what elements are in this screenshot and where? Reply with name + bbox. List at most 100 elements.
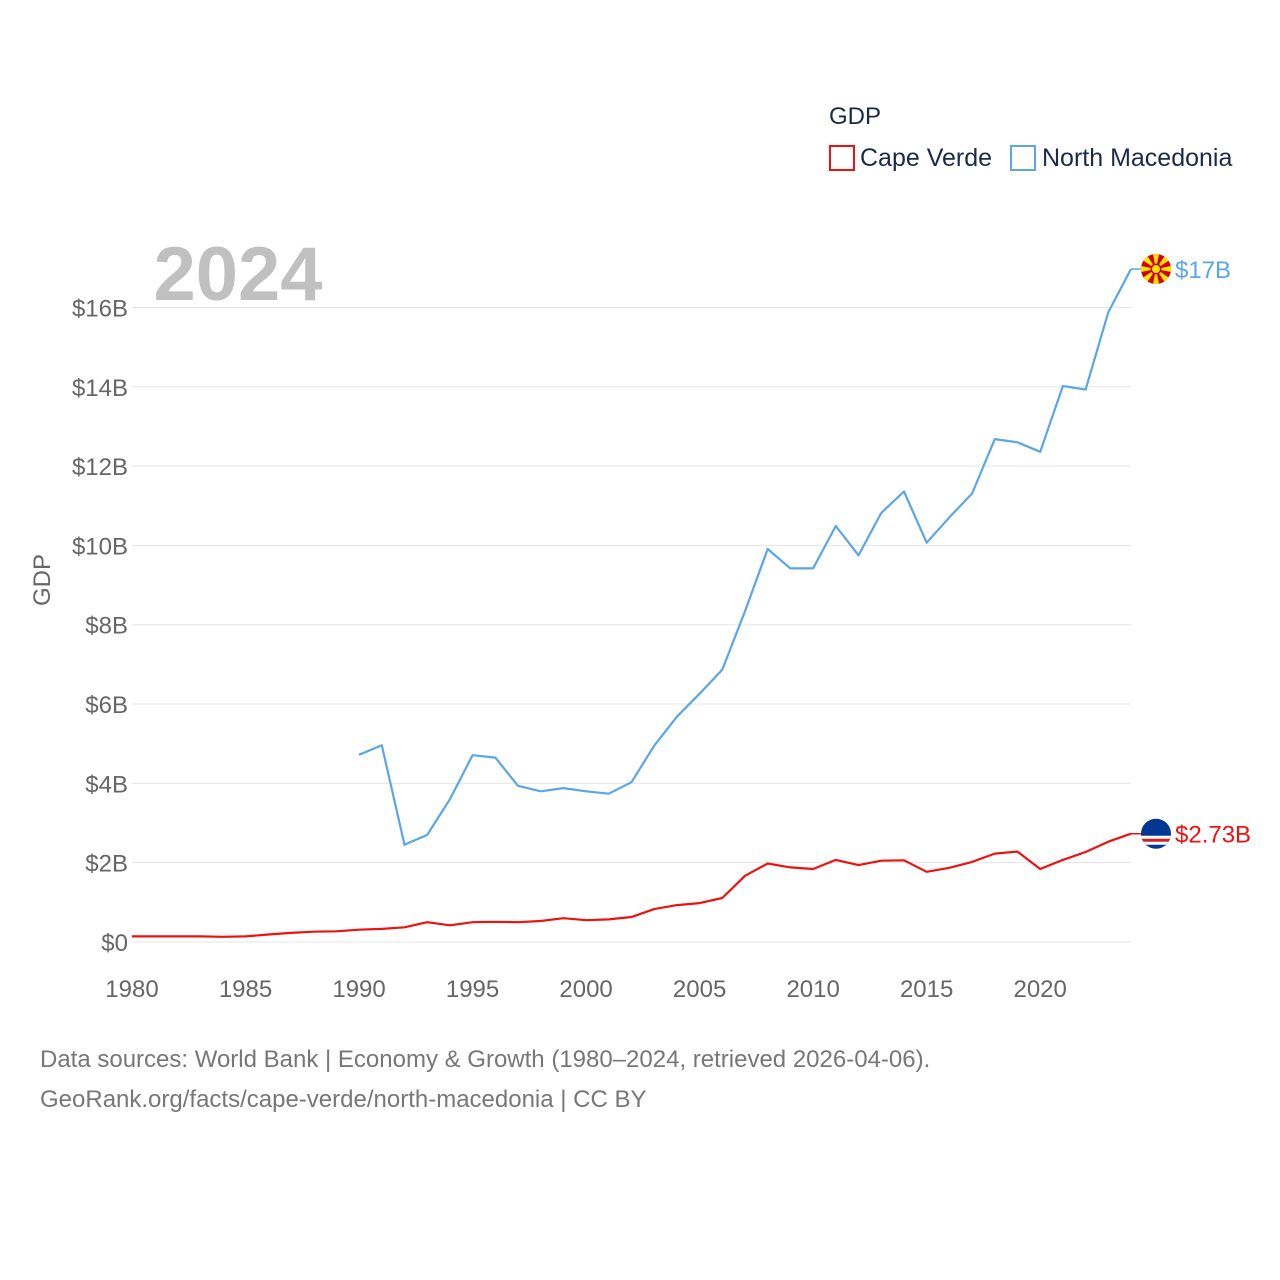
data-point-north-macedonia [833,523,838,528]
data-point-north-macedonia [947,515,952,520]
x-tick-label: 2015 [900,976,953,1003]
data-point-cape-verde [652,907,657,912]
data-point-cape-verde [515,920,520,925]
x-tick-label: 1995 [446,976,499,1003]
data-point-north-macedonia [970,491,975,496]
series-end-markers: $2.73B $17B [1131,254,1251,849]
data-point-north-macedonia [1060,384,1065,389]
data-point-north-macedonia [629,780,634,785]
data-point-cape-verde [175,934,180,939]
gridlines [132,306,1131,943]
data-point-cape-verde [130,934,135,939]
data-point-cape-verde [152,934,157,939]
legend-item-north-macedonia[interactable]: North Macedonia [1010,144,1232,172]
data-point-cape-verde [220,934,225,939]
data-point-cape-verde [901,858,906,863]
data-point-cape-verde [561,916,566,921]
data-point-cape-verde [584,918,589,923]
data-point-cape-verde [992,851,997,856]
data-point-cape-verde [879,858,884,863]
legend-title: GDP [829,103,881,130]
series-lines [130,268,1132,939]
data-sources-footer: Data sources: World Bank | Economy & Gro… [40,1040,930,1120]
y-tick-label: $10B [72,533,128,560]
data-point-north-macedonia [811,566,816,571]
data-point-north-macedonia [1038,449,1043,454]
data-point-cape-verde [743,873,748,878]
data-point-north-macedonia [720,667,725,672]
data-point-cape-verde [357,927,362,932]
y-tick-label: $8B [85,613,128,640]
data-point-north-macedonia [1015,440,1020,445]
data-point-cape-verde [833,857,838,862]
data-point-cape-verde [311,929,316,934]
footer-sources: Data sources: World Bank | Economy & Gro… [40,1046,931,1073]
data-point-cape-verde [1015,849,1020,854]
data-point-cape-verde [947,865,952,870]
data-point-north-macedonia [901,489,906,494]
legend-item-cape-verde[interactable]: Cape Verde [829,144,992,172]
y-axis-ticks: $0 $2B $4B $6B $8B $10B $12B $14B $16B [72,295,128,957]
data-point-north-macedonia [402,842,407,847]
end-value-label-cape-verde: $2.73B [1175,822,1251,849]
data-point-north-macedonia [652,743,657,748]
legend-swatch-north-macedonia [1010,145,1036,171]
data-point-cape-verde [924,869,929,874]
data-point-north-macedonia [743,609,748,614]
data-point-north-macedonia [765,546,770,551]
x-tick-label: 2005 [673,976,726,1003]
data-point-cape-verde [538,918,543,923]
data-point-north-macedonia [856,553,861,558]
legend-swatch-cape-verde [829,145,855,171]
data-point-north-macedonia [606,791,611,796]
data-point-cape-verde [334,929,339,934]
data-point-cape-verde [288,930,293,935]
data-point-north-macedonia [674,714,679,719]
data-point-cape-verde [856,863,861,868]
data-point-north-macedonia [924,540,929,545]
data-point-cape-verde [198,934,203,939]
x-tick-label: 2010 [786,976,839,1003]
y-tick-label: $14B [72,375,128,402]
data-point-cape-verde [765,861,770,866]
data-point-north-macedonia [584,789,589,794]
legend: GDP Cape Verde North Macedonia [829,103,1232,172]
legend-label-north-macedonia: North Macedonia [1042,144,1232,172]
y-tick-label: $4B [85,771,128,798]
data-point-cape-verde [606,917,611,922]
x-tick-label: 1985 [219,976,272,1003]
data-point-north-macedonia [561,786,566,791]
year-label: 2024 [153,232,322,317]
data-point-north-macedonia [379,743,384,748]
x-tick-label: 1980 [105,976,158,1003]
x-tick-label: 2000 [559,976,612,1003]
data-point-cape-verde [674,903,679,908]
data-point-cape-verde [493,919,498,924]
x-axis-ticks: 1980 1985 1990 1995 2000 2005 2010 2015 2020 [105,976,1067,1003]
y-tick-label: $2B [85,851,128,878]
data-point-cape-verde [720,895,725,900]
data-point-north-macedonia [788,566,793,571]
data-point-cape-verde [402,925,407,930]
data-point-cape-verde [1083,849,1088,854]
data-point-cape-verde [266,932,271,937]
data-point-cape-verde [811,867,816,872]
data-point-north-macedonia [357,752,362,757]
data-point-north-macedonia [992,437,997,442]
y-tick-label: $6B [85,692,128,719]
data-point-cape-verde [447,923,452,928]
cape-verde-flag-icon [1141,818,1171,849]
x-tick-label: 2020 [1013,976,1066,1003]
data-point-north-macedonia [515,783,520,788]
data-point-cape-verde [697,901,702,906]
data-point-cape-verde [788,865,793,870]
north-macedonia-flag-icon [1141,254,1171,285]
series-line-cape-verde [132,832,1132,938]
y-tick-label: $12B [72,454,128,481]
data-point-cape-verde [1060,857,1065,862]
data-point-cape-verde [629,915,634,920]
data-point-north-macedonia [425,832,430,837]
legend-label-cape-verde: Cape Verde [860,144,992,172]
footer-attribution: GeoRank.org/facts/cape-verde/north-maced… [40,1086,647,1113]
data-point-cape-verde [1106,839,1111,844]
